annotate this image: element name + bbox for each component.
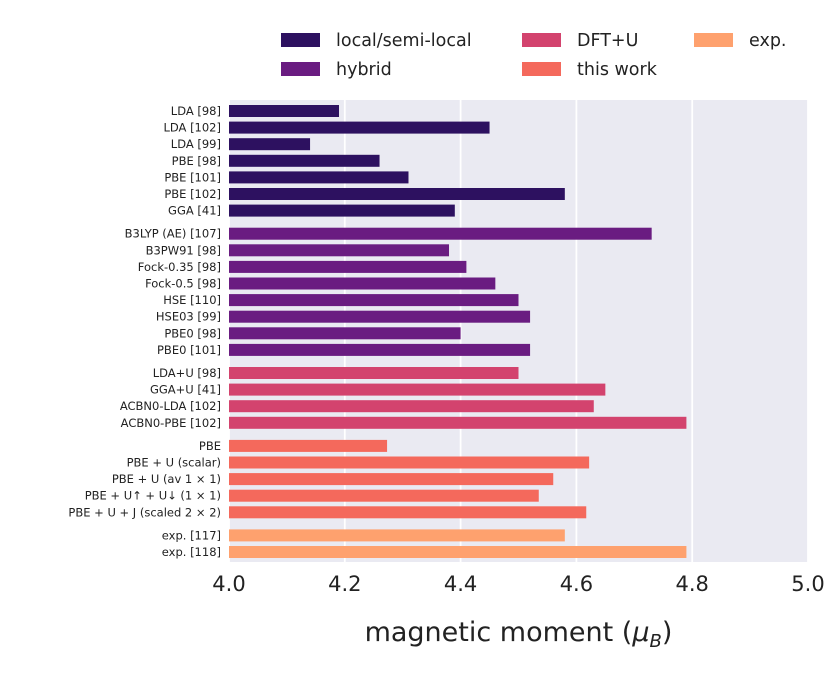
legend-swatch bbox=[522, 33, 561, 47]
category-label: GGA+U [41] bbox=[150, 383, 221, 397]
bar bbox=[229, 506, 587, 519]
category-labels: LDA [98] LDA [102] LDA [99] PBE [98] PBE [10… bbox=[68, 104, 221, 559]
bar bbox=[229, 154, 380, 167]
category-label: PBE bbox=[199, 439, 221, 453]
category-label: PBE + U (av 1 × 1) bbox=[112, 472, 221, 486]
bar bbox=[229, 227, 652, 240]
bar bbox=[229, 489, 539, 502]
bar bbox=[229, 367, 519, 379]
bar bbox=[229, 188, 565, 200]
category-label: B3PW91 [98] bbox=[146, 243, 221, 257]
legend-label: this work bbox=[577, 60, 658, 80]
x-axis-title-subscript: B bbox=[650, 631, 662, 652]
bar bbox=[229, 294, 519, 307]
bar bbox=[229, 310, 531, 323]
legend-swatch bbox=[281, 62, 320, 76]
category-label: GGA [41] bbox=[168, 204, 221, 218]
bar bbox=[229, 383, 606, 396]
category-label: exp. [118] bbox=[162, 545, 221, 559]
category-label: HSE [110] bbox=[163, 293, 221, 307]
category-label: ACBN0-LDA [102] bbox=[120, 399, 221, 413]
bar bbox=[229, 138, 311, 151]
category-label: PBE0 [98] bbox=[164, 326, 221, 340]
category-label: PBE [102] bbox=[164, 187, 221, 201]
bar bbox=[229, 277, 496, 290]
category-label: LDA [99] bbox=[171, 137, 221, 151]
x-tick-label: 4.2 bbox=[328, 572, 361, 596]
bar bbox=[229, 416, 687, 429]
category-label: PBE [101] bbox=[164, 170, 221, 184]
category-label: exp. [117] bbox=[162, 528, 221, 542]
category-label: LDA+U [98] bbox=[153, 366, 221, 380]
category-label: ACBN0-PBE [102] bbox=[121, 416, 221, 430]
bar bbox=[229, 400, 594, 413]
x-tick-label: 4.6 bbox=[560, 572, 593, 596]
legend-label: hybrid bbox=[336, 60, 392, 80]
bars bbox=[229, 105, 687, 558]
category-label: B3LYP (AE) [107] bbox=[125, 227, 221, 241]
category-label: PBE + U (scalar) bbox=[127, 456, 221, 470]
x-axis-title-symbol: μ bbox=[631, 617, 649, 648]
x-axis-title-main: magnetic moment ( bbox=[365, 617, 633, 648]
x-tick-labels: 4.0 4.2 4.4 4.6 4.8 5.0 bbox=[212, 572, 824, 596]
category-label: Fock-0.35 [98] bbox=[138, 260, 221, 274]
x-axis-title-close: ) bbox=[662, 617, 673, 648]
category-label: Fock-0.5 [98] bbox=[145, 277, 221, 291]
x-axis-title: magnetic moment (μB) bbox=[365, 617, 673, 652]
bar bbox=[229, 121, 490, 134]
legend-label: local/semi-local bbox=[336, 31, 472, 51]
bar bbox=[229, 327, 461, 340]
bar bbox=[229, 260, 467, 273]
category-label: LDA [102] bbox=[163, 121, 221, 135]
bar bbox=[229, 343, 531, 356]
category-label: PBE + U↑ + U↓ (1 × 1) bbox=[85, 489, 221, 503]
x-tick-label: 4.4 bbox=[444, 572, 477, 596]
x-tick-label: 5.0 bbox=[791, 572, 824, 596]
category-label: LDA [98] bbox=[171, 104, 221, 118]
legend-swatch bbox=[281, 33, 320, 47]
legend-label: exp. bbox=[749, 31, 787, 51]
bar bbox=[229, 244, 450, 257]
bar bbox=[229, 546, 687, 558]
legend-label: DFT+U bbox=[577, 31, 638, 51]
category-label: PBE [98] bbox=[172, 154, 221, 168]
bar bbox=[229, 456, 590, 469]
bar bbox=[229, 204, 455, 217]
legend-swatch bbox=[694, 33, 733, 47]
category-label: HSE03 [99] bbox=[156, 310, 221, 324]
x-tick-label: 4.8 bbox=[675, 572, 708, 596]
legend-swatch bbox=[522, 62, 561, 76]
bar bbox=[229, 105, 340, 117]
x-tick-label: 4.0 bbox=[212, 572, 245, 596]
legend: local/semi-local hybrid DFT+U this work exp. bbox=[281, 31, 787, 80]
bar bbox=[229, 439, 388, 452]
category-label: PBE0 [101] bbox=[157, 343, 221, 357]
bar bbox=[229, 529, 565, 542]
bar bbox=[229, 171, 409, 184]
category-label: PBE + U + J (scaled 2 × 2) bbox=[68, 505, 221, 519]
bar bbox=[229, 473, 554, 486]
